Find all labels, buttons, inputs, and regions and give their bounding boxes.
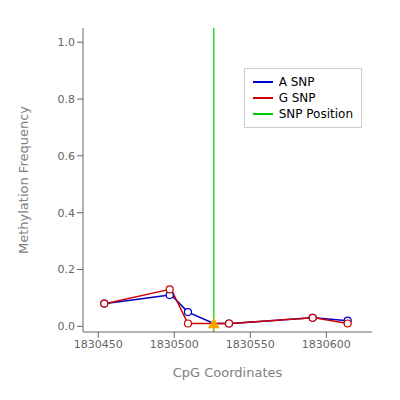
svg-text:0.2: 0.2 <box>58 263 76 276</box>
svg-text:Methylation Frequency: Methylation Frequency <box>16 106 31 254</box>
svg-text:0.4: 0.4 <box>58 207 76 220</box>
svg-text:0.6: 0.6 <box>58 150 76 163</box>
svg-text:1830600: 1830600 <box>302 338 351 351</box>
html-text:A SNP: A SNP <box>278 75 315 89</box>
svg-text:1830550: 1830550 <box>226 338 275 351</box>
html-text:G SNP: G SNP <box>278 91 316 105</box>
svg-text:1830500: 1830500 <box>150 338 199 351</box>
html-text:SNP Position: SNP Position <box>278 107 353 121</box>
svg-text:0.0: 0.0 <box>58 320 76 333</box>
svg-text:CpG Coordinates: CpG Coordinates <box>173 365 283 380</box>
svg-text:0.8: 0.8 <box>58 93 76 106</box>
svg-text:1.0: 1.0 <box>58 36 76 49</box>
svg-text:1830450: 1830450 <box>74 338 123 351</box>
